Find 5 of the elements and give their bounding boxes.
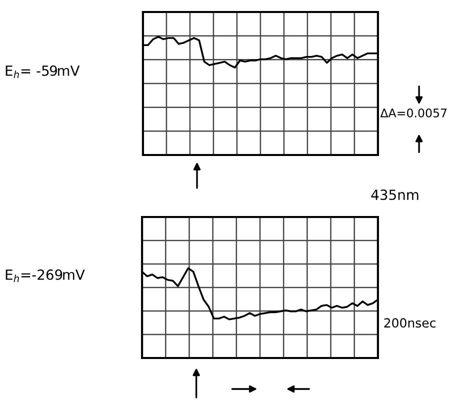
text: E$_{h}$=-269mV [6, 269, 85, 282]
text: 200nsec [384, 318, 436, 328]
text: E$_{h}$= -59mV [6, 65, 80, 78]
text: 435nm [371, 190, 418, 200]
text: ΔA=0.0057 [380, 108, 447, 118]
